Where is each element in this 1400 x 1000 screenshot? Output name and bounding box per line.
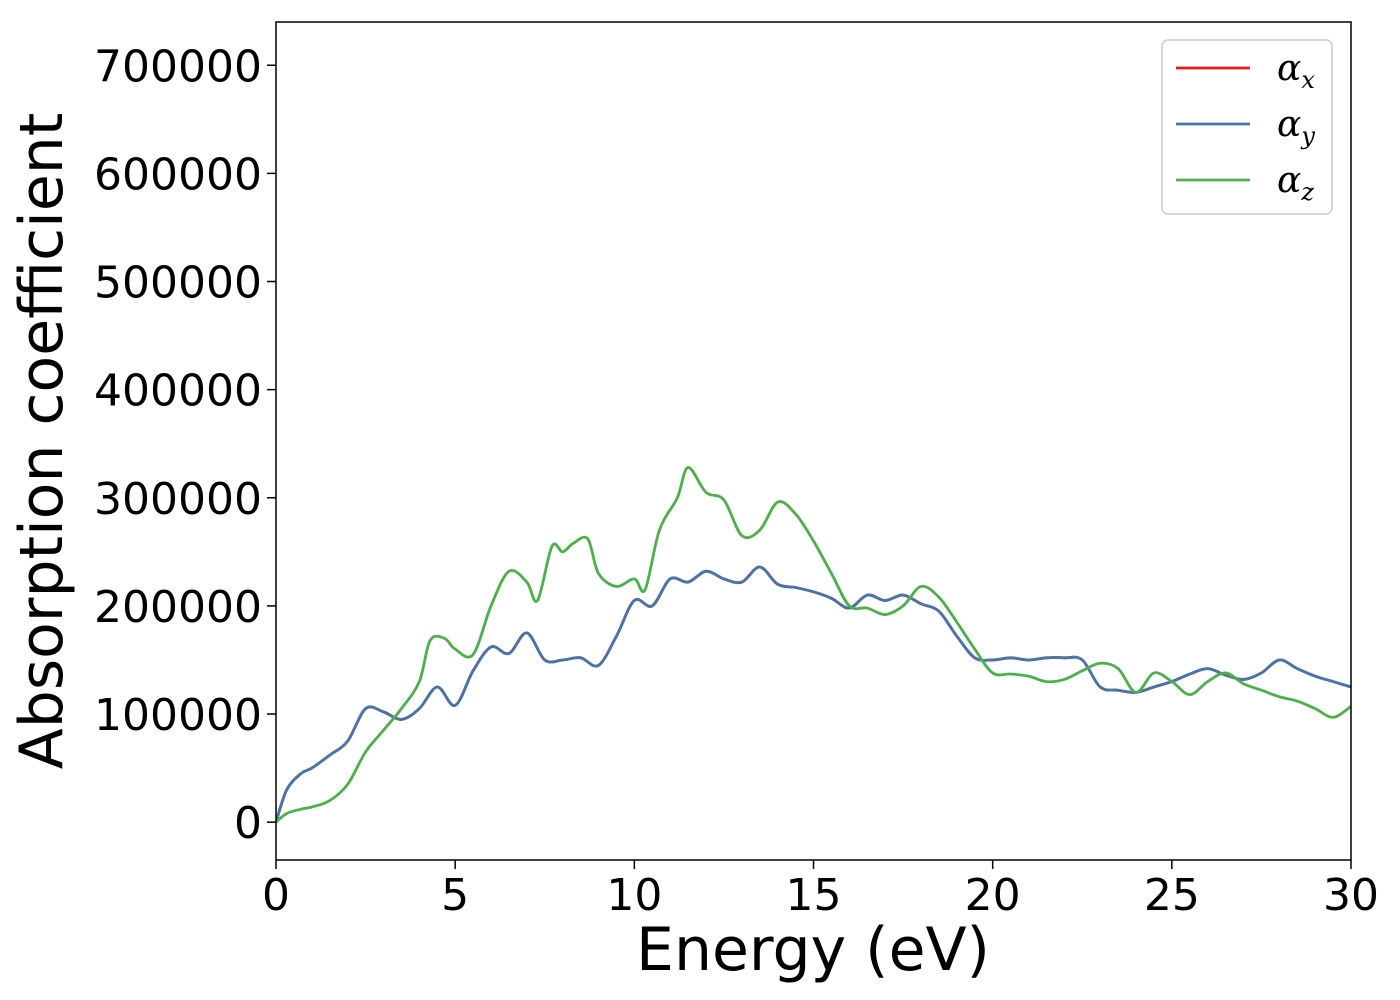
- legend-item-x: αx: [1176, 48, 1315, 94]
- y-tick-label: 600000: [94, 149, 262, 200]
- y-tick-label: 500000: [94, 258, 262, 309]
- y-tick-label: 200000: [94, 582, 262, 633]
- x-tick-label: 25: [1144, 870, 1200, 921]
- plot-layer: [276, 466, 1351, 824]
- y-tick-label: 100000: [94, 690, 262, 741]
- legend-box: [1161, 39, 1333, 215]
- y-tick-label: 300000: [94, 474, 262, 525]
- series-lines: [276, 466, 1351, 824]
- y-tick-label: 400000: [94, 366, 262, 417]
- legend-label: αx: [1277, 48, 1315, 94]
- x-tick-label: 10: [606, 870, 662, 921]
- legend-label: αy: [1277, 104, 1315, 150]
- x-tick-label: 20: [965, 870, 1021, 921]
- x-tick-label: 5: [441, 870, 469, 921]
- x-axis-title: Energy (eV): [636, 915, 990, 985]
- y-tick-label: 0: [234, 798, 262, 849]
- series-line-z: [276, 466, 1351, 824]
- legend-items: αx αy αz: [1176, 48, 1315, 206]
- legend-item-z: αz: [1176, 160, 1314, 206]
- x-tick-label: 15: [786, 870, 842, 921]
- y-tick-label: 700000: [94, 41, 262, 92]
- legend-item-y: αy: [1176, 104, 1315, 150]
- x-tick-label: 0: [262, 870, 290, 921]
- legend: αx αy αz: [1161, 39, 1333, 215]
- x-tick-label: 30: [1323, 870, 1379, 921]
- legend-label: αz: [1277, 160, 1314, 206]
- y-axis-title: Absorption coefficient: [7, 113, 77, 770]
- ticks-layer: 0 5 10 15 20 25 30 0 100000 200000 300000 400000 500…: [94, 41, 1379, 921]
